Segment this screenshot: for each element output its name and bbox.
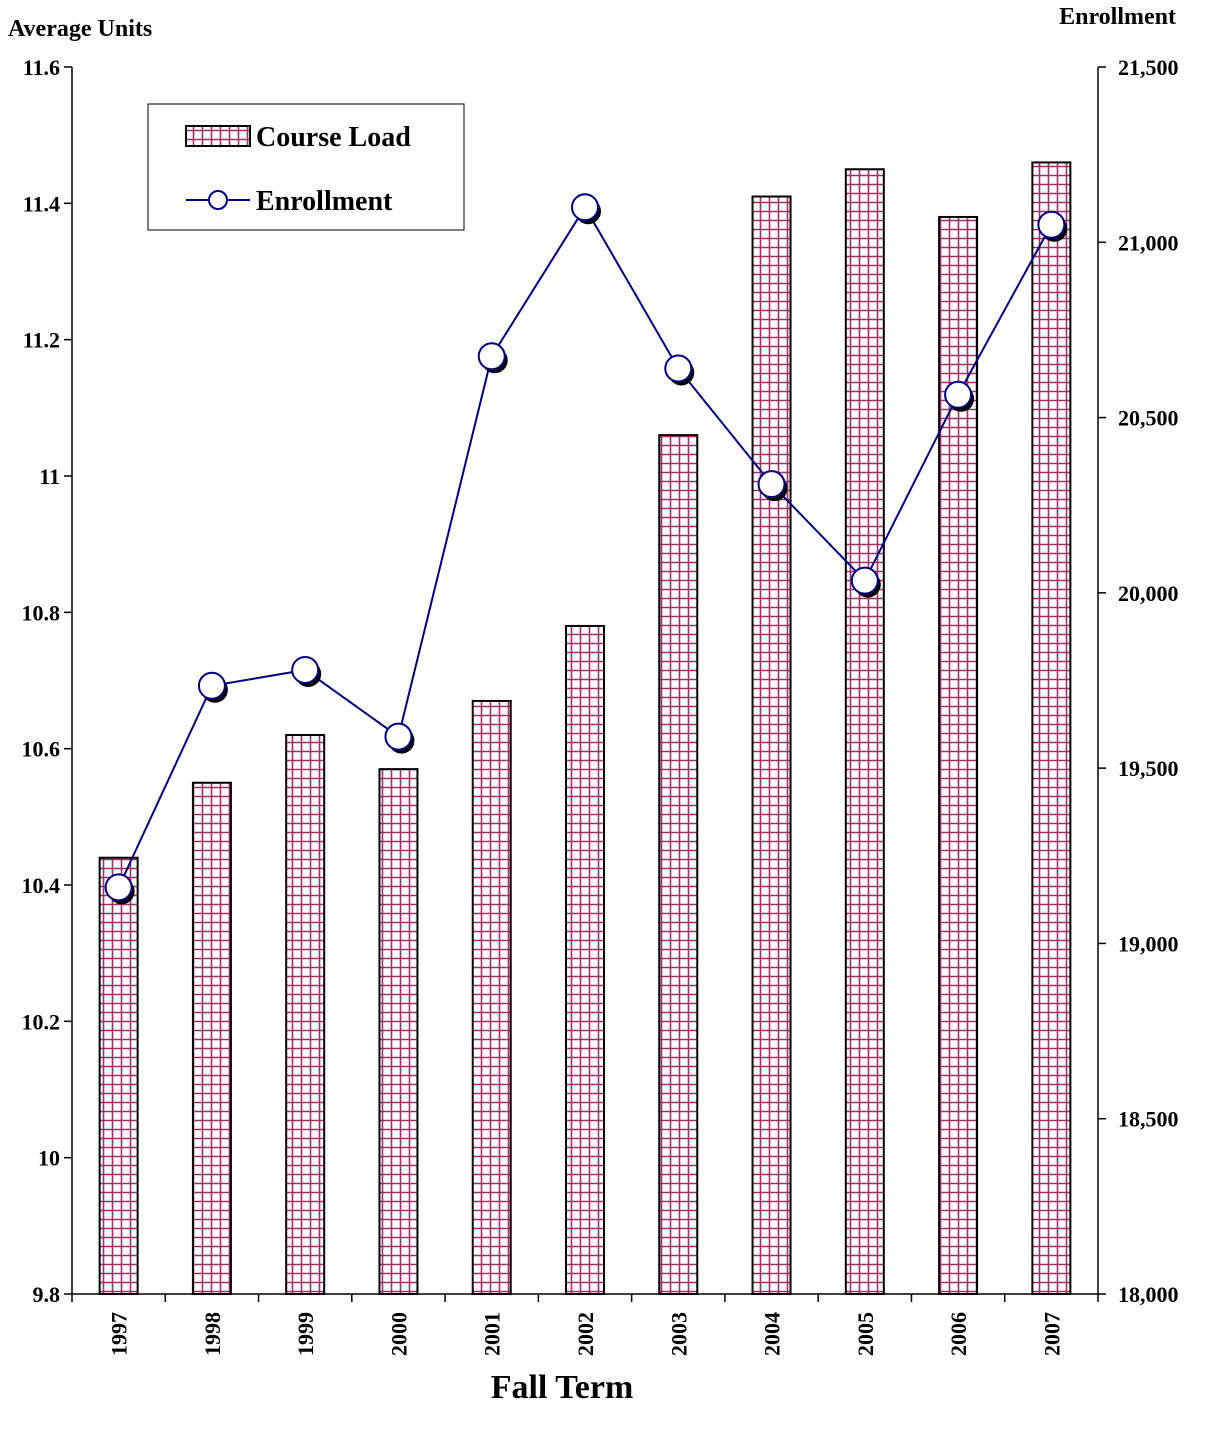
bar-1999 (285, 734, 326, 1295)
left-tick-label: 10.2 (22, 1009, 61, 1034)
bar-2003 (658, 434, 699, 1296)
x-tick-label: 2005 (853, 1312, 878, 1356)
left-tick-label: 11 (39, 464, 60, 489)
left-tick-label: 10 (38, 1146, 60, 1171)
enrollment-point-2007 (1037, 210, 1066, 239)
bar-1998 (191, 781, 232, 1295)
x-tick-label: 2006 (946, 1312, 971, 1356)
x-tick-label: 2002 (573, 1312, 598, 1356)
bar-1997 (98, 856, 139, 1295)
enrollment-line-layer (104, 193, 1068, 905)
tick-labels-layer: 9.8 10 10.2 10.4 10.6 10.8 11 11.2 11.4 11.6 18,00… (22, 55, 1179, 1356)
x-tick-label: 2000 (386, 1312, 411, 1356)
left-tick-label: 11.6 (23, 55, 60, 80)
enrollment-point-1997 (104, 873, 133, 902)
left-tick-label: 10.8 (22, 600, 61, 625)
enrollment-point-2006 (944, 380, 973, 409)
bar-2000 (378, 768, 419, 1295)
x-tick-label: 1998 (200, 1312, 225, 1356)
enrollment-point-2004 (757, 470, 786, 499)
enrollment-point-2001 (477, 342, 506, 371)
bar-2005 (844, 168, 885, 1295)
right-tick-label: 18,500 (1118, 1107, 1179, 1132)
bar-2001 (471, 699, 512, 1295)
right-tick-label: 18,000 (1118, 1282, 1179, 1307)
right-axis-title: Enrollment (1059, 4, 1176, 30)
bar-2004 (751, 195, 792, 1295)
right-tick-label: 19,500 (1118, 756, 1179, 781)
right-tick-label: 20,000 (1118, 581, 1179, 606)
enrollment-point-2000 (384, 722, 413, 751)
x-tick-label: 2004 (760, 1312, 785, 1356)
left-axis-title: Average Units (8, 16, 152, 42)
enrollment-point-2002 (571, 193, 599, 222)
x-tick-label: 2007 (1039, 1312, 1064, 1356)
enrollment-point-2003 (664, 354, 693, 383)
x-axis-title: Fall Term (491, 1369, 634, 1406)
x-tick-label: 2001 (480, 1312, 505, 1356)
left-tick-label: 10.6 (22, 737, 61, 762)
left-tick-label: 10.4 (22, 873, 61, 898)
right-tick-label: 19,000 (1118, 931, 1179, 956)
axes-layer (64, 66, 1106, 1302)
left-tick-label: 9.8 (33, 1282, 61, 1307)
enrollment-point-2005 (850, 566, 879, 595)
right-tick-label: 21,500 (1118, 55, 1179, 80)
x-tick-label: 2003 (666, 1312, 691, 1356)
x-tick-label: 1997 (107, 1312, 132, 1356)
left-tick-label: 11.4 (23, 191, 60, 216)
legend-swatch-enrollment-marker (208, 190, 228, 210)
legend-swatch-course-load (185, 125, 251, 147)
legend: Course Load Enrollment (147, 103, 465, 231)
enrollment-point-1999 (291, 655, 320, 684)
bars-layer (98, 161, 1072, 1296)
bar-2006 (938, 215, 979, 1295)
legend-label-course-load: Course Load (256, 122, 411, 153)
enrollment-point-1998 (197, 671, 226, 700)
bar-2002 (565, 624, 605, 1295)
x-tick-label: 1999 (293, 1312, 318, 1356)
bar-2007 (1031, 161, 1072, 1295)
right-tick-label: 21,000 (1118, 230, 1179, 255)
right-tick-label: 20,500 (1118, 406, 1179, 431)
left-tick-label: 11.2 (23, 328, 60, 353)
legend-label-enrollment: Enrollment (256, 186, 393, 217)
